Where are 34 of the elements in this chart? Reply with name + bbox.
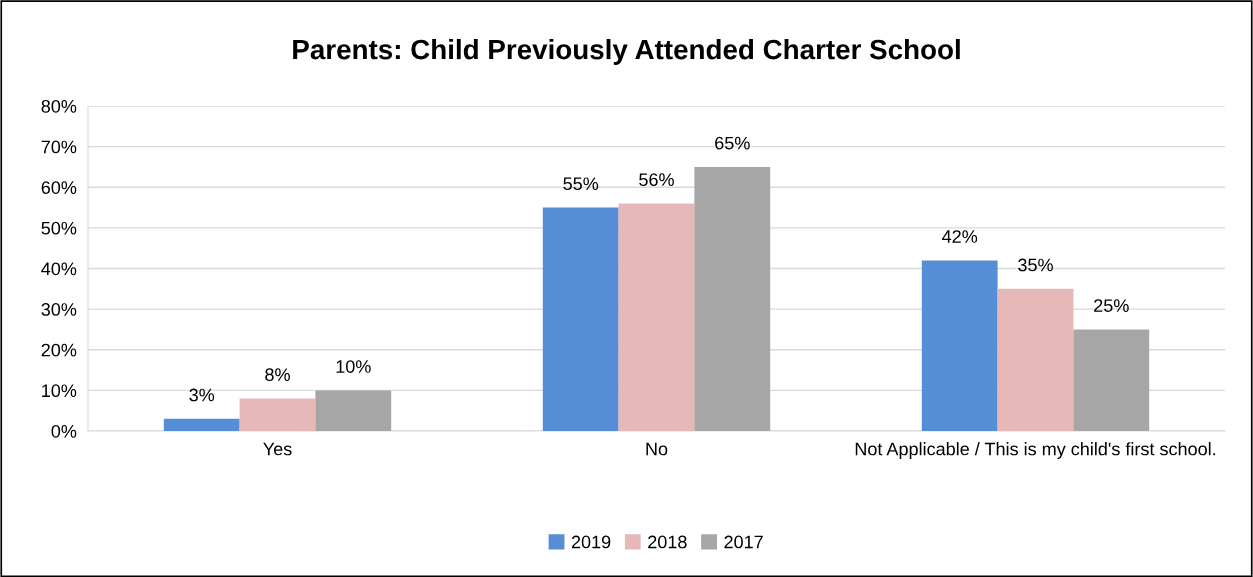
legend-label: 2017 — [724, 535, 763, 549]
y-tick-label: 70% — [41, 140, 77, 154]
bar — [1073, 329, 1150, 431]
text: 8% — [265, 368, 290, 382]
y-tick-label: 40% — [41, 262, 77, 276]
x-tick-label: No — [646, 442, 668, 456]
x-tick-label: Not Applicable / This is my child's first school. — [855, 442, 1216, 459]
text: 56% — [639, 173, 674, 187]
text: 65% — [715, 136, 750, 150]
x-tick-label: Yes — [263, 442, 292, 456]
y-tick-label: 80% — [41, 99, 77, 113]
text: 55% — [563, 177, 599, 191]
text: 10% — [336, 360, 371, 373]
text: 25% — [1094, 299, 1129, 312]
bar — [315, 390, 392, 431]
bar — [239, 398, 316, 431]
y-tick-label: 0% — [51, 424, 77, 438]
bar — [694, 166, 771, 431]
y-tick-label: 20% — [41, 343, 77, 357]
legend-label: 2019 — [571, 535, 611, 549]
text: 3% — [189, 388, 215, 402]
text: 35% — [1018, 258, 1053, 272]
bar — [921, 260, 998, 431]
chart-title: Parents: Child Previously Attended Charter School — [293, 38, 960, 65]
bar — [997, 288, 1074, 431]
y-tick-label: 10% — [42, 384, 77, 398]
legend-label: 2018 — [648, 535, 687, 549]
bar — [163, 418, 240, 431]
y-tick-label: 60% — [41, 181, 77, 194]
bar — [618, 203, 695, 431]
text: 42% — [942, 230, 978, 243]
bar — [542, 207, 619, 431]
y-tick-label: 30% — [41, 303, 77, 316]
y-tick-label: 50% — [41, 221, 77, 235]
